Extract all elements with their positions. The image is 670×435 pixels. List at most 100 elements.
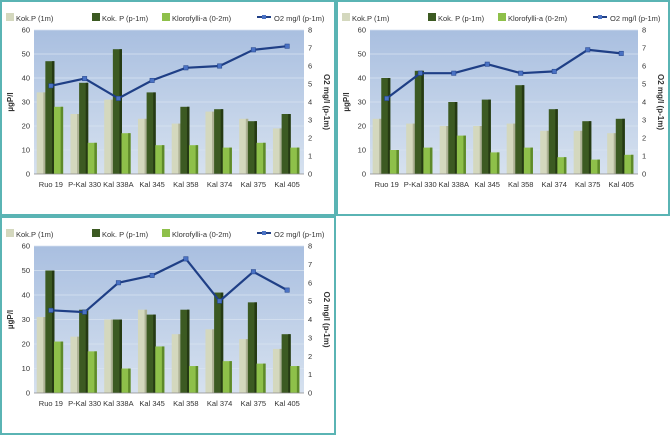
x-tick-label: Kal 374 <box>542 180 567 189</box>
bar-shade <box>43 92 46 174</box>
legend-label: Kok. P (p-1m) <box>102 14 149 23</box>
bar <box>146 314 156 393</box>
bar-shade <box>580 130 583 174</box>
bar-shade <box>622 118 625 174</box>
x-tick-label: Kal 358 <box>508 180 533 189</box>
o2-point <box>48 307 54 313</box>
o2-point <box>149 272 155 278</box>
bar-shade <box>161 346 165 393</box>
bar <box>121 368 131 393</box>
y-tick-label: 10 <box>358 146 366 155</box>
bar-shade <box>178 123 181 174</box>
bar <box>548 109 558 174</box>
bar <box>45 61 55 175</box>
bar-shade <box>279 348 283 393</box>
bar <box>214 109 224 174</box>
y2-tick-label: 3 <box>308 333 312 342</box>
bar-shade <box>412 123 416 174</box>
y-tick-label: 40 <box>358 74 366 83</box>
bar <box>540 130 550 174</box>
legend-marker <box>598 15 602 19</box>
bar <box>155 145 165 174</box>
x-tick-label: Kal 405 <box>274 399 299 408</box>
y-tick-label: 30 <box>22 98 30 107</box>
y-tick-label: 30 <box>22 315 30 324</box>
bar-shade <box>296 366 300 393</box>
bar-shade <box>195 145 199 174</box>
bar <box>256 363 266 393</box>
legend-marker <box>262 15 266 19</box>
y2-tick-label: 5 <box>308 297 312 306</box>
bar-shade <box>245 118 249 174</box>
bar-shade <box>279 128 283 174</box>
bar <box>590 159 600 174</box>
bar <box>406 123 416 174</box>
bar <box>222 361 232 393</box>
bar-shade <box>77 114 80 174</box>
bar <box>104 319 114 393</box>
o2-point <box>183 256 189 262</box>
bar <box>515 85 525 174</box>
bar <box>247 121 257 174</box>
bar-shade <box>60 341 64 393</box>
bar-shade <box>85 82 89 174</box>
legend-label: Klorofylli-a (0-2m) <box>172 230 232 239</box>
legend-swatch <box>498 13 506 21</box>
x-tick-label: P-Kal 330 <box>68 399 101 408</box>
bar-shade <box>254 302 257 393</box>
y2-tick-label: 4 <box>642 98 646 107</box>
bar <box>87 351 97 393</box>
bar <box>290 366 300 393</box>
bar-shade <box>288 334 291 393</box>
bar-shade <box>195 366 199 393</box>
bar-shade <box>296 147 300 174</box>
y-tick-label: 40 <box>22 291 30 300</box>
o2-point <box>284 287 290 293</box>
o2-line <box>386 48 622 100</box>
bar <box>171 123 181 174</box>
bar-shade <box>513 123 516 174</box>
bar-shade <box>220 292 224 393</box>
legend-label: Klorofylli-a (0-2m) <box>172 14 232 23</box>
y2-axis-label: O2 mg/l (p-1m) <box>322 74 331 130</box>
x-tick-label: P-Kal 330 <box>68 180 101 189</box>
x-tick-label: P-Kal 330 <box>404 180 437 189</box>
chart-svg-2: Kok.P (1m) Kok. P (p-1m) Klorofylli-a (0-2… <box>342 13 665 189</box>
x-tick-label: Ruo 19 <box>375 180 399 189</box>
bar-shade <box>496 152 500 174</box>
y2-tick-label: 8 <box>308 242 312 251</box>
bar <box>439 126 449 174</box>
y2-tick-label: 7 <box>308 260 312 269</box>
bar-shade <box>288 114 291 174</box>
o2-point <box>82 309 88 315</box>
y2-tick-label: 3 <box>308 116 312 125</box>
bar <box>557 157 567 174</box>
bar-shade <box>254 121 257 174</box>
bar-shade <box>153 92 156 174</box>
bar-shade <box>119 319 122 393</box>
bar-shade <box>479 126 483 174</box>
x-tick-label: Kal 345 <box>475 180 500 189</box>
bar-shade <box>229 361 232 393</box>
bar <box>171 334 181 393</box>
bar <box>222 147 232 174</box>
bar-shade <box>263 363 266 393</box>
x-tick-label: Kal 358 <box>173 180 198 189</box>
x-tick-label: Kal 345 <box>139 399 164 408</box>
bar <box>615 118 625 174</box>
y-tick-label: 50 <box>22 50 30 59</box>
y-axis-label: µgP/l <box>6 310 15 329</box>
bar-shade <box>94 351 97 393</box>
y2-tick-label: 1 <box>308 370 312 379</box>
bar <box>189 366 199 393</box>
y2-tick-label: 2 <box>642 134 646 143</box>
y-tick-label: 10 <box>22 146 30 155</box>
bar <box>381 78 391 174</box>
legend-label: O2 mg/l (p-1m) <box>274 230 325 239</box>
legend-swatch <box>6 229 14 237</box>
y2-tick-label: 5 <box>308 80 312 89</box>
x-tick-label: Kal 405 <box>274 180 299 189</box>
bar-shade <box>178 334 181 393</box>
legend-swatch <box>162 229 170 237</box>
x-tick-label: Kal 338A <box>103 399 133 408</box>
